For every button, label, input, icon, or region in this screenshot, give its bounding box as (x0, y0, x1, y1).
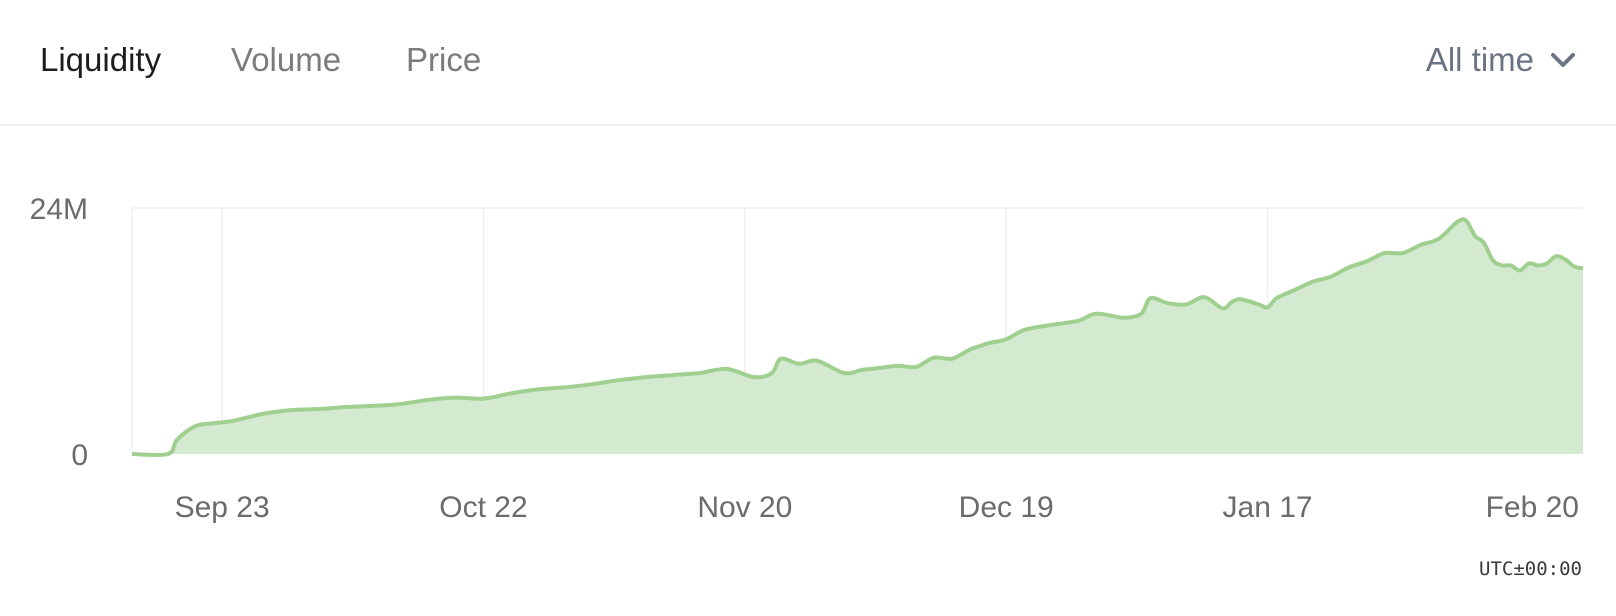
x-tick-label: Nov 20 (697, 491, 792, 524)
x-tick-label: Sep 23 (175, 491, 270, 524)
time-range-label: All time (1425, 41, 1534, 78)
y-tick-label: 0 (71, 439, 88, 472)
timezone-label: UTC±00:00 (1479, 558, 1582, 580)
tab-price[interactable]: Price (406, 41, 482, 78)
tab-liquidity[interactable]: Liquidity (40, 41, 162, 78)
x-tick-label: Dec 19 (959, 491, 1054, 524)
y-tick-label: 24M (30, 193, 88, 226)
chevron-down-icon (1551, 53, 1575, 67)
x-tick-label: Feb 20 (1486, 491, 1579, 524)
liquidity-area (132, 219, 1583, 456)
x-tick-label: Oct 22 (439, 491, 527, 524)
y-axis-ticks: 0 24M (30, 193, 88, 472)
x-tick-label: Jan 17 (1223, 491, 1313, 524)
time-range-dropdown[interactable]: All time (1426, 40, 1576, 80)
chart-header: Liquidity Volume Price All time (0, 0, 1616, 126)
x-axis-ticks: Sep 23 Oct 22 Nov 20 Dec 19 Jan 17 Feb 20 (175, 491, 1579, 524)
liquidity-line (131, 217, 1584, 458)
tab-volume[interactable]: Volume (231, 41, 342, 78)
